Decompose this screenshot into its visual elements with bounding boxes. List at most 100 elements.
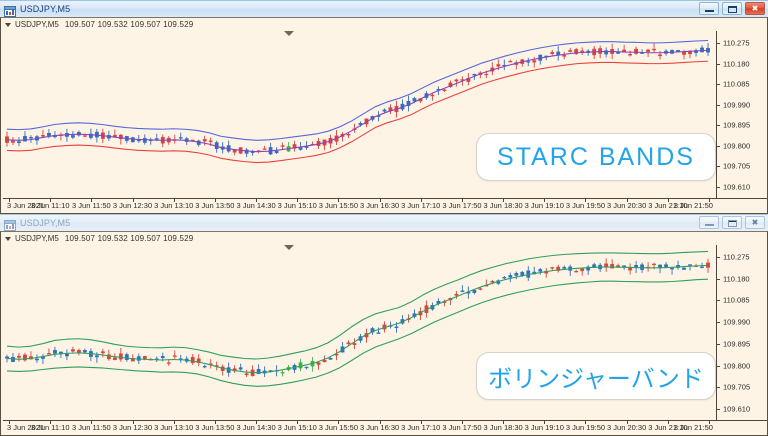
close-icon: ✖	[751, 4, 759, 13]
annotation-label: STARC BANDS	[497, 142, 695, 171]
chart-window-icon	[4, 4, 16, 17]
x-axis-tick	[709, 421, 710, 424]
maximize-button[interactable]	[722, 2, 742, 15]
minimize-button[interactable]	[699, 2, 719, 15]
x-axis-starc[interactable]: 3 Jun 2021 3 Jun 11:10 3 Jun 11:50 3 Jun 12…	[3, 198, 767, 213]
x-axis-tick-label: 3 Jun 17:50	[442, 423, 482, 432]
x-axis-tick-label: 3 Jun 19:50	[565, 423, 606, 432]
x-axis-tick	[9, 421, 10, 424]
x-axis-tick	[132, 199, 134, 202]
maximize-button[interactable]	[722, 216, 742, 229]
x-axis-tick	[709, 199, 710, 202]
y-axis-tick	[717, 125, 720, 127]
y-axis-tick-label: 109.610	[723, 404, 751, 414]
x-axis-tick-label: 3 Jun 16:30	[359, 201, 400, 210]
x-axis-tick-label: 3 Jun 15:50	[318, 423, 359, 432]
x-axis-tick	[50, 199, 52, 202]
window-title: USDJPY,M5	[20, 217, 71, 228]
x-axis-tick	[420, 421, 422, 424]
y-axis-tick-label: 109.895	[723, 339, 751, 349]
plot-area-bollinger: 110.275 110.180 110.085 109.990 109.895 109.8…	[1, 245, 767, 435]
x-axis-tick	[214, 199, 216, 202]
x-axis-tick-label: 3 Jun 21:10	[648, 201, 688, 210]
window-controls: ✖	[699, 216, 765, 229]
y-axis-bollinger[interactable]: 110.275 110.180 110.085 109.990 109.895 109.8…	[717, 245, 767, 421]
y-axis-tick-label: 110.180	[723, 274, 750, 284]
titlebar-bollinger[interactable]: USDJPY,M5 ✖	[0, 214, 768, 231]
x-axis-tick	[461, 199, 463, 202]
titlebar-starc[interactable]: USDJPY,M5 ✖	[0, 0, 768, 17]
chart-window-icon	[4, 218, 16, 231]
y-axis-tick-label: 109.800	[723, 361, 751, 371]
x-axis-tick-label: 3 Jun 2021	[7, 423, 45, 432]
x-axis-bollinger[interactable]: 3 Jun 2021 3 Jun 11:10 3 Jun 11:50 3 Jun 12…	[3, 420, 767, 435]
chart-ohlc-values: 109.507 109.532 109.507 109.529	[64, 234, 194, 243]
x-axis-tick	[9, 199, 10, 202]
x-axis-tick	[503, 421, 505, 424]
chevron-down-icon[interactable]	[5, 236, 11, 241]
chart-symbol: USDJPY,M5	[15, 234, 59, 243]
x-axis-tick-label: 3 Jun 19:50	[565, 201, 606, 210]
x-axis-tick	[544, 199, 546, 202]
x-axis-tick	[338, 421, 340, 424]
band-line-0	[6, 250, 709, 360]
x-axis-tick	[626, 199, 628, 202]
y-axis-tick-label: 109.705	[723, 161, 751, 171]
chart-header-starc: USDJPY,M5 109.507 109.532 109.507 109.52…	[1, 18, 767, 31]
y-axis-tick-label: 109.990	[723, 100, 751, 110]
band-line-1	[6, 49, 709, 153]
x-axis-tick-label: 3 Jun 15:50	[318, 201, 359, 210]
chart-top-marker-icon	[284, 31, 294, 36]
y-axis-tick	[717, 365, 720, 367]
x-axis-tick-label: 3 Jun 13:10	[154, 201, 194, 210]
x-axis-tick-label: 3 Jun 16:30	[359, 423, 400, 432]
y-axis-tick-label: 109.895	[723, 120, 751, 130]
minimize-button[interactable]	[699, 216, 719, 229]
y-axis-starc[interactable]: 110.275 110.180 110.085 109.990 109.895 109.8…	[717, 31, 767, 199]
x-axis-tick-label: 3 Jun 11:10	[30, 201, 70, 210]
chart-body-bollinger: USDJPY,M5 109.507 109.532 109.507 109.52…	[0, 231, 768, 436]
x-axis-tick-label: 3 Jun 2021	[7, 201, 45, 210]
close-button[interactable]: ✖	[745, 2, 765, 15]
x-axis-tick	[91, 421, 93, 424]
y-axis-tick	[717, 84, 720, 86]
x-axis-tick	[50, 421, 52, 424]
chart-header-bollinger: USDJPY,M5 109.507 109.532 109.507 109.52…	[1, 232, 767, 245]
chevron-down-icon[interactable]	[5, 22, 11, 27]
band-line-1	[6, 264, 709, 374]
x-axis-tick-label: 3 Jun 21:50	[673, 423, 713, 432]
y-axis-tick	[717, 187, 720, 188]
x-axis-tick-label: 3 Jun 19:10	[524, 423, 564, 432]
window-controls: ✖	[699, 2, 765, 15]
x-axis-tick-label: 3 Jun 12:30	[112, 423, 153, 432]
window-title: USDJPY,M5	[20, 3, 71, 14]
close-button[interactable]: ✖	[745, 216, 765, 229]
band-line-0	[6, 39, 709, 141]
annotation-starc-bands: STARC BANDS	[476, 133, 716, 181]
x-axis-tick-label: 3 Jun 21:10	[648, 423, 688, 432]
y-axis-tick-label: 110.275	[723, 252, 750, 262]
y-axis-tick-label: 109.705	[723, 382, 751, 392]
price-plot-bollinger[interactable]	[3, 245, 717, 421]
y-axis-tick-label: 110.180	[723, 59, 750, 69]
y-axis-tick	[717, 63, 720, 65]
price-plot-starc[interactable]	[3, 31, 717, 199]
y-axis-tick	[717, 43, 720, 44]
x-axis-tick	[132, 421, 134, 424]
x-axis-tick-label: 3 Jun 15:10	[277, 201, 317, 210]
y-axis-tick-label: 109.800	[723, 141, 751, 151]
x-axis-tick	[585, 421, 587, 424]
plot-area-starc: 110.275 110.180 110.085 109.990 109.895 109.8…	[1, 31, 767, 213]
x-axis-tick-label: 3 Jun 11:10	[30, 423, 70, 432]
x-axis-tick-label: 3 Jun 11:50	[72, 201, 111, 210]
x-axis-tick	[173, 421, 175, 424]
x-axis-tick	[338, 199, 340, 202]
x-axis-tick	[667, 421, 669, 424]
y-axis-tick	[717, 387, 720, 389]
x-axis-tick-label: 3 Jun 17:50	[442, 201, 482, 210]
y-axis-tick-label: 110.085	[723, 79, 750, 89]
x-axis-tick-label: 3 Jun 20:30	[607, 423, 647, 432]
x-axis-tick	[173, 199, 175, 202]
x-axis-tick	[297, 199, 299, 202]
